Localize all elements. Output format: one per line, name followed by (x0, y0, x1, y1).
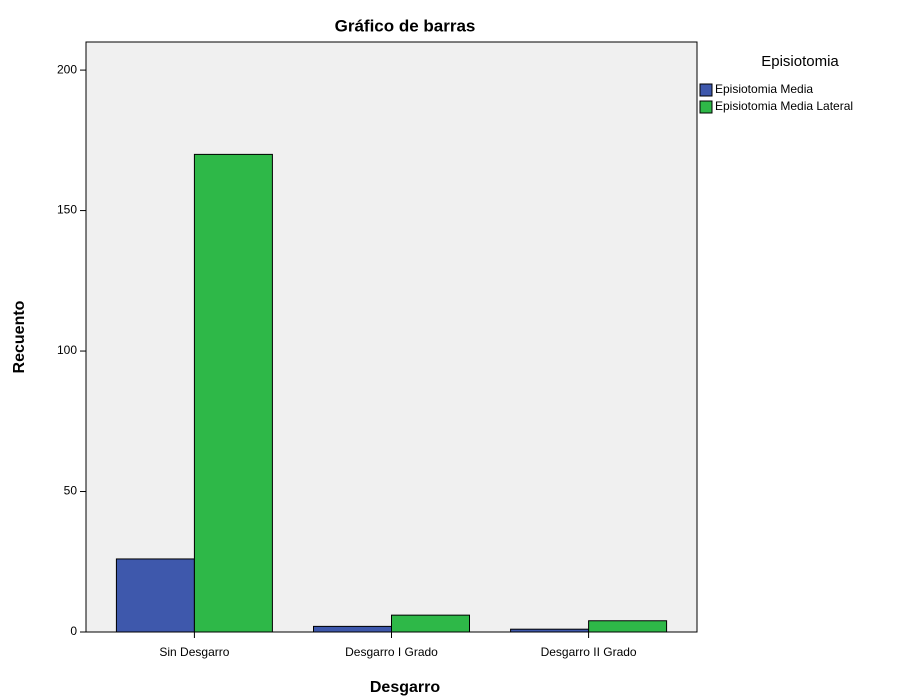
legend-title: Episiotomia (761, 53, 839, 70)
legend-swatch (699, 100, 713, 114)
legend-label: Episiotomia Media Lateral (715, 99, 853, 113)
x-tick-label: Sin Desgarro (159, 645, 229, 659)
bar (193, 153, 273, 633)
x-tick-label: Desgarro II Grado (541, 645, 637, 659)
legend-swatch (699, 83, 713, 97)
y-axis-title: Recuento (11, 300, 28, 373)
bar (588, 620, 668, 633)
chart-title: Gráfico de barras (335, 16, 476, 35)
bar (115, 558, 195, 633)
y-tick-label: 200 (57, 62, 77, 76)
legend-label: Episiotomia Media (715, 82, 813, 96)
y-tick-label: 50 (64, 484, 78, 498)
bar (510, 628, 590, 633)
y-tick-label: 0 (70, 624, 77, 638)
bar (391, 614, 470, 633)
y-tick-label: 100 (57, 343, 77, 357)
plot-area (85, 41, 698, 633)
bar (313, 625, 392, 633)
y-tick-label: 150 (57, 203, 77, 217)
x-axis-title: Desgarro (370, 679, 440, 696)
x-tick-label: Desgarro I Grado (345, 645, 438, 659)
